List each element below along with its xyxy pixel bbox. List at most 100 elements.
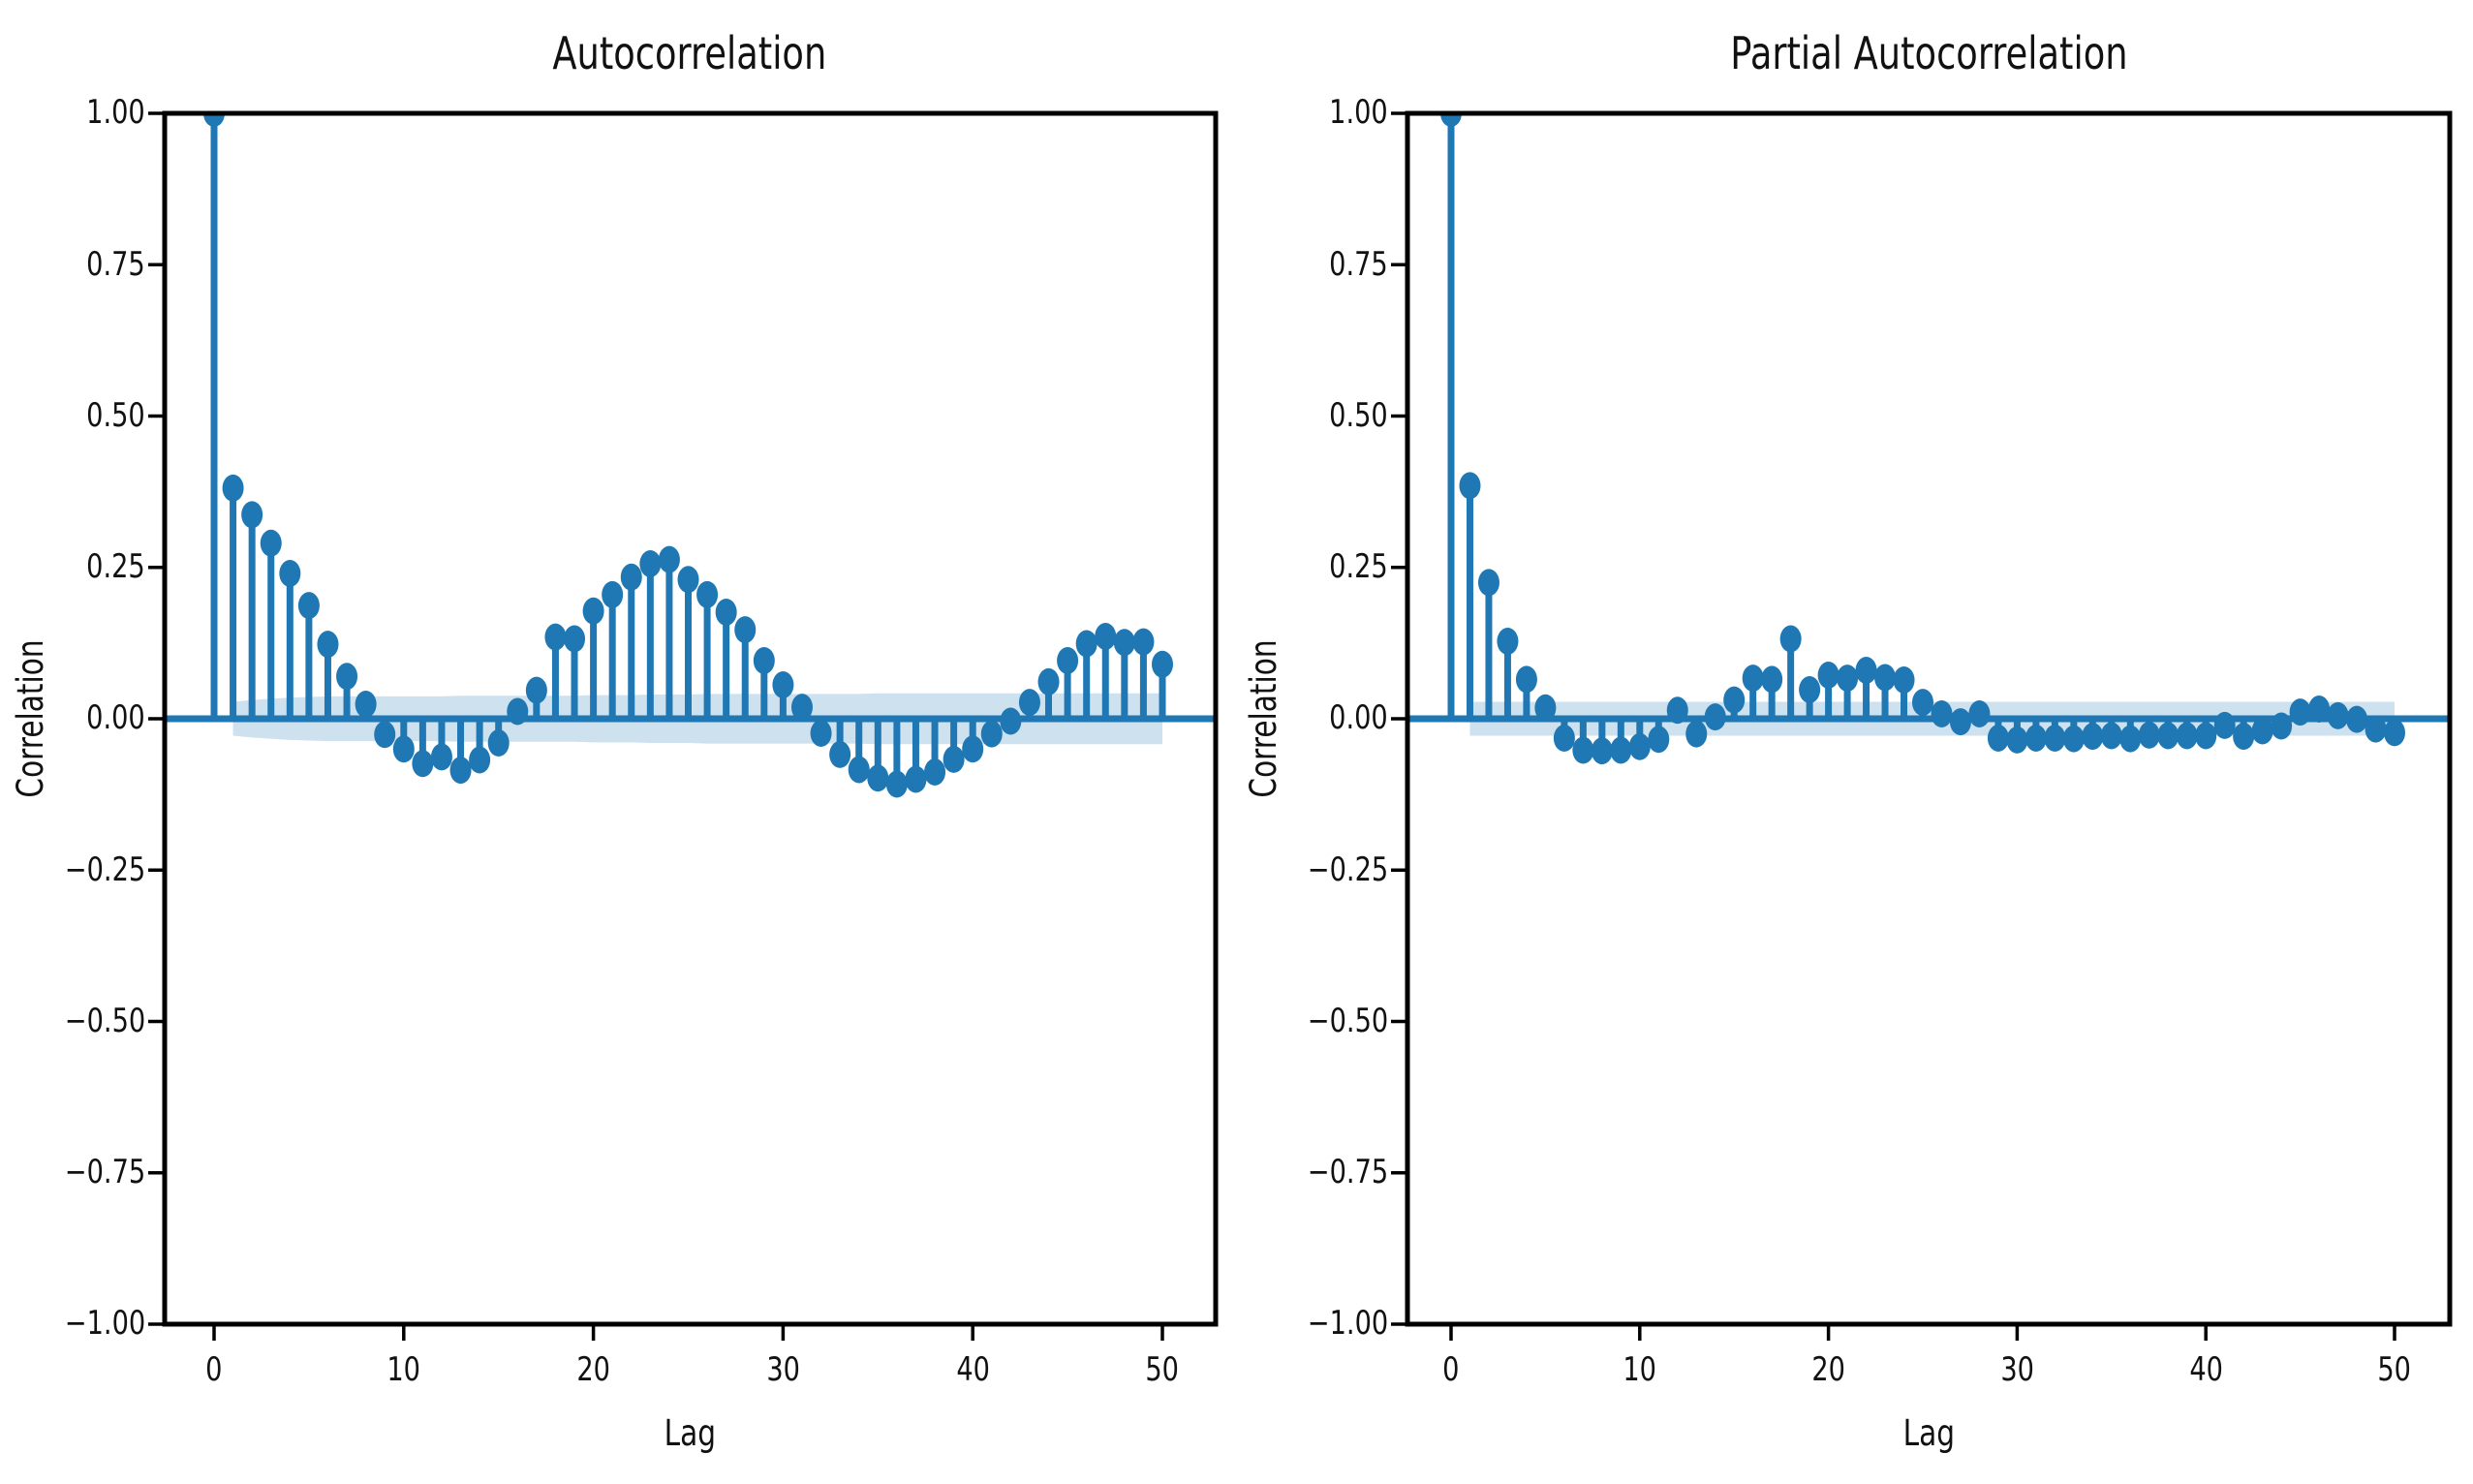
acf-plot-title-text: Autocorrelation (552, 26, 827, 79)
pacf-x-tick-label: 50 (2336, 1349, 2453, 1392)
pacf-y-tick-label: −0.75 (1252, 1152, 1388, 1194)
acf-stem-marker (469, 746, 491, 774)
pacf-stem-marker (1837, 665, 1859, 693)
acf-stem-marker (715, 599, 737, 626)
acf-stem-marker (848, 756, 870, 784)
pacf-x-tick-label: 10 (1582, 1349, 1698, 1392)
acf-y-tick-label-text: 0.50 (86, 395, 145, 435)
pacf-y-tick-label: −0.25 (1252, 849, 1388, 891)
acf-stem-marker (677, 566, 699, 594)
acf-stem-marker (336, 663, 358, 691)
pacf-data-area (1407, 113, 2450, 765)
pacf-stem-marker (1534, 694, 1557, 722)
acf-stem-marker (885, 770, 908, 798)
pacf-plot-title: Partial Autocorrelation (1541, 25, 2316, 81)
pacf-stem-marker (1685, 720, 1708, 748)
pacf-stem-marker (2062, 725, 2085, 753)
pacf-stem-marker (1553, 725, 1575, 752)
pacf-stem-marker (2251, 717, 2273, 745)
acf-x-tick-label: 40 (914, 1349, 1031, 1392)
acf-y-tick-label: −0.50 (10, 1001, 145, 1043)
acf-stem-marker (658, 545, 680, 573)
pacf-xaxis-label: Lag (1783, 1409, 2074, 1458)
pacf-stem-marker (2327, 701, 2349, 729)
pacf-stem-marker (1477, 569, 1499, 597)
pacf-stem-marker (2346, 705, 2368, 733)
acf-stem-marker (602, 580, 624, 608)
pacf-stem-marker (2119, 725, 2142, 753)
acf-stem-marker (829, 740, 851, 768)
acf-x-tick-label-text: 40 (955, 1350, 990, 1390)
acf-stem-marker (696, 580, 719, 608)
acf-stem-marker (544, 623, 567, 651)
acf-stem-marker (412, 750, 434, 778)
acf-stem-marker (582, 597, 604, 625)
pacf-stem-marker (2138, 721, 2160, 749)
acf-y-tick-label: −1.00 (10, 1303, 145, 1345)
pacf-stem-marker (1761, 665, 1783, 694)
pacf-stem-marker (1817, 662, 1839, 689)
acf-xaxis-label-text: Lag (664, 1411, 716, 1454)
acf-stem-marker (1037, 667, 1060, 696)
pacf-x-tick-label: 30 (1959, 1349, 2075, 1392)
pacf-y-tick-label-text: 0.00 (1329, 698, 1388, 738)
pacf-stem-marker (2176, 722, 2198, 750)
pacf-y-tick-label: 1.00 (1252, 92, 1388, 135)
pacf-x-tick-label: 20 (1771, 1349, 1887, 1392)
acf-stem-marker (507, 697, 529, 726)
pacf-stem-marker (1987, 725, 2009, 752)
pacf-x-tick-label-text: 50 (2377, 1350, 2412, 1390)
acf-stem-marker (564, 625, 586, 653)
pacf-stem-marker (2308, 696, 2331, 723)
acf-x-tick-label-text: 50 (1145, 1350, 1180, 1390)
acf-y-tick-label-text: 0.75 (86, 244, 145, 284)
pacf-stem-marker (2082, 723, 2104, 751)
acf-stem-marker (639, 550, 662, 577)
pacf-x-tick-label: 40 (2148, 1349, 2264, 1392)
pacf-y-tick-label-text: −0.25 (1307, 850, 1388, 889)
pacf-stem-marker (1591, 737, 1613, 765)
acf-x-tick-label: 20 (536, 1349, 652, 1392)
acf-y-tick-label-text: −0.75 (64, 1153, 145, 1192)
acf-stem-marker (810, 720, 832, 747)
pacf-stem-marker (2044, 725, 2066, 752)
pacf-stem-marker (1628, 732, 1651, 760)
acf-stem-marker (449, 757, 472, 785)
acf-y-tick-label: 1.00 (10, 92, 145, 135)
acf-stem-marker (980, 720, 1003, 748)
acf-xaxis-label: Lag (544, 1409, 835, 1458)
acf-stem-marker (374, 721, 396, 749)
pacf-stem-marker (1723, 686, 1746, 714)
pacf-y-tick-label: 0.50 (1252, 395, 1388, 438)
acf-y-tick-label: 0.75 (10, 243, 145, 286)
acf-y-tick-label: 0.00 (10, 697, 145, 740)
acf-plot-title: Autocorrelation (302, 25, 1077, 81)
acf-y-tick-label-text: −1.00 (64, 1304, 145, 1344)
pacf-y-tick-label: −0.50 (1252, 1001, 1388, 1043)
pacf-stem-marker (1648, 726, 1670, 754)
pacf-x-tick-label: 0 (1393, 1349, 1509, 1392)
pacf-stem-marker (2195, 722, 2217, 750)
pacf-stem-marker (1515, 665, 1537, 694)
pacf-stem-marker (2100, 722, 2122, 750)
pacf-y-tick-label-text: 0.75 (1329, 244, 1388, 284)
pacf-stem-marker (1855, 657, 1877, 684)
acf-y-tick-label: −0.25 (10, 849, 145, 891)
pacf-stem-marker (1440, 113, 1462, 127)
acf-stem-marker (867, 764, 889, 792)
acf-x-tick-label-text: 0 (205, 1350, 223, 1390)
acf-x-tick-label: 10 (346, 1349, 462, 1392)
acf-stem-marker (355, 691, 377, 718)
acf-y-tick-label-text: 0.25 (86, 547, 145, 587)
acf-stem-marker (943, 745, 965, 773)
acf-stem-marker (1113, 629, 1135, 657)
pacf-stem-marker (1779, 625, 1802, 653)
pacf-stem-marker (1459, 472, 1481, 500)
pacf-stem-marker (1497, 628, 1519, 655)
pacf-stem-marker (2271, 712, 2293, 740)
pacf-x-tick-label-text: 30 (2000, 1350, 2034, 1390)
pacf-y-tick-label: −1.00 (1252, 1303, 1388, 1345)
pacf-x-tick-label-text: 0 (1442, 1350, 1460, 1390)
pacf-y-tick-label-text: −0.75 (1307, 1153, 1388, 1192)
